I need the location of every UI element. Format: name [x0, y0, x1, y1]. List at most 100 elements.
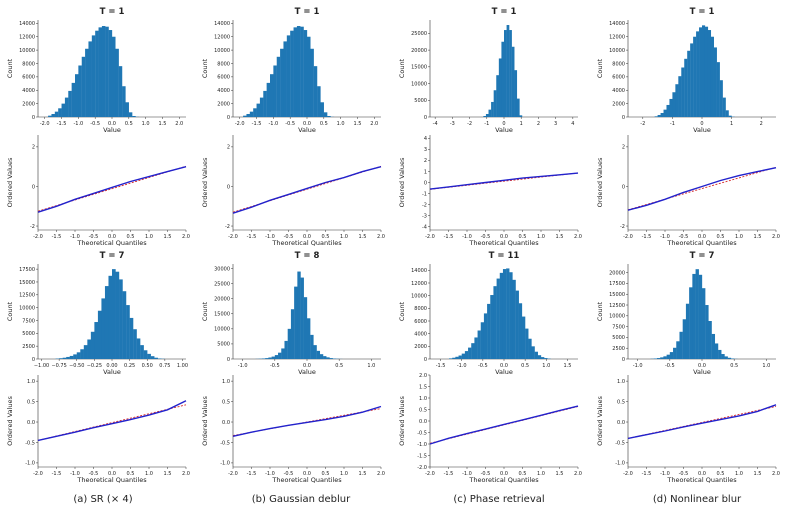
x-axis-label: Value [495, 368, 513, 376]
x-axis-label: Value [298, 126, 316, 134]
histogram-bar [471, 343, 475, 359]
y-tick-label: -2.0 [417, 465, 427, 471]
histogram-bar [253, 108, 257, 117]
histogram-bar [104, 286, 109, 359]
histogram-bar [483, 115, 487, 117]
x-tick-label: 1.5 [164, 471, 172, 477]
histogram-bar [725, 110, 729, 117]
y-tick-label: 15000 [19, 280, 35, 286]
y-tick-label: 0.0 [419, 419, 427, 425]
histogram-bar [704, 26, 709, 118]
x-tick-label: −0.50 [69, 363, 84, 369]
panel-q-a1: -2.0 -1.5 -1.0 -0.5 0.0 0.5 1.0 1.5 2.0 -2 0 2 Theor… [6, 135, 190, 247]
x-tick-label: 2.0 [370, 121, 378, 127]
histogram-bar [307, 318, 311, 359]
x-tick-label: 0.0 [500, 471, 508, 477]
x-tick-label: 0.0 [500, 234, 508, 240]
y-tick-label: 2000 [414, 344, 427, 350]
x-tick-label: -0.5 [679, 234, 689, 240]
x-tick-label: -1.0 [70, 234, 80, 240]
x-tick-label: 0.0 [303, 471, 311, 477]
y-tick-label: 10000 [214, 327, 230, 333]
histogram-bar [129, 317, 134, 359]
x-tick-label: -2.0 [425, 234, 435, 240]
x-tick-label: 1.0 [340, 471, 348, 477]
histogram-bar [81, 56, 86, 117]
x-axis-label: Theoretical Quantiles [666, 476, 737, 484]
x-tick-label: -2 [640, 121, 645, 127]
histogram-bar [115, 48, 119, 117]
histogram-bar [294, 286, 298, 359]
x-tick-label: 0.5 [125, 121, 133, 127]
y-tick-label: 0.0 [27, 420, 35, 426]
x-tick-label: 1.0 [542, 363, 550, 369]
x-tick-label: -1.5 [252, 121, 262, 127]
x-tick-label: 1.0 [735, 234, 743, 240]
y-tick-label: 1 [424, 169, 427, 175]
x-tick-label: -0.5 [89, 234, 99, 240]
histogram-bar [728, 115, 732, 117]
x-tick-label: -2.0 [33, 471, 43, 477]
x-tick-label: 1.0 [762, 363, 770, 369]
y-tick-label: 15000 [609, 292, 625, 298]
y-tick-label: 6000 [217, 75, 230, 81]
histogram-bar [695, 269, 699, 359]
panel-h-d2: T = 7 -1.0 -0.5 0.0 0.5 1.0 0 2500 5000 7500 10000… [596, 251, 776, 376]
x-tick-label: 0.5 [322, 471, 330, 477]
x-tick-label: -1.5 [642, 471, 652, 477]
x-tick-label: 0.75 [159, 363, 170, 369]
histogram-bar [537, 355, 542, 359]
x-tick-label: -1.5 [444, 234, 454, 240]
y-tick-label: 17500 [609, 281, 625, 287]
histogram-bar [293, 27, 298, 117]
x-tick-label: -1.0 [268, 121, 278, 127]
x-axis-label: Value [495, 126, 513, 134]
panel-q-a2: -2.0 -1.5 -1.0 -0.5 0.0 0.5 1.0 1.5 2.0 -1.0 -0.5 0… [6, 375, 190, 484]
histogram-bar [119, 279, 123, 359]
histogram-bar [281, 348, 285, 359]
x-tick-label: 2.0 [772, 471, 780, 477]
y-tick-label: 17500 [19, 267, 35, 273]
histogram-bar [122, 86, 126, 117]
histogram-bar [300, 26, 304, 118]
histogram-bar [528, 338, 532, 359]
histogram-bar [521, 316, 526, 359]
histogram-bar [126, 305, 130, 359]
x-tick-label: 0.00 [106, 363, 117, 369]
histogram-bar [666, 104, 670, 117]
y-tick-label: 0 [424, 357, 427, 363]
histogram-bar [95, 30, 99, 118]
y-axis-label: Ordered Values [201, 157, 209, 207]
histogram-bar [721, 354, 725, 359]
x-tick-label: 2.0 [182, 471, 190, 477]
y-tick-label: 5000 [217, 342, 230, 348]
histogram-bar [458, 355, 462, 359]
x-tick-label: 1.0 [337, 121, 345, 127]
histogram-bar [672, 92, 676, 117]
histogram-bar [276, 56, 281, 117]
histogram-bar [256, 103, 261, 117]
y-tick-label: 10000 [609, 314, 625, 320]
histogram-bar [516, 98, 520, 117]
panel-q-d2: -2.0 -1.5 -1.0 -0.5 0.0 0.5 1.0 1.5 2.0 -1.0 -0.5 0… [596, 375, 780, 484]
x-tick-label: 1.5 [164, 234, 172, 240]
y-axis-label: Count [596, 301, 604, 321]
x-axis-label: Value [693, 368, 711, 376]
x-tick-label: -1.0 [457, 363, 467, 369]
x-tick-label: -2.0 [235, 121, 245, 127]
histogram-bar [501, 41, 505, 117]
y-axis-label: Count [398, 58, 406, 78]
histogram-bar [97, 310, 102, 359]
x-tick-label: 2.0 [377, 471, 385, 477]
histogram-bar [541, 357, 545, 359]
y-axis-label: Ordered Values [398, 157, 406, 207]
x-tick-label: 0.5 [320, 121, 328, 127]
histogram-bar [150, 356, 155, 359]
histogram-bar [278, 352, 282, 359]
histogram-bar [76, 352, 81, 359]
y-tick-label: 4000 [612, 88, 625, 94]
histogram-bar [673, 347, 677, 359]
x-axis-label: Value [693, 126, 711, 134]
ordered-values-line [627, 404, 777, 440]
x-tick-label: 1.5 [563, 363, 571, 369]
